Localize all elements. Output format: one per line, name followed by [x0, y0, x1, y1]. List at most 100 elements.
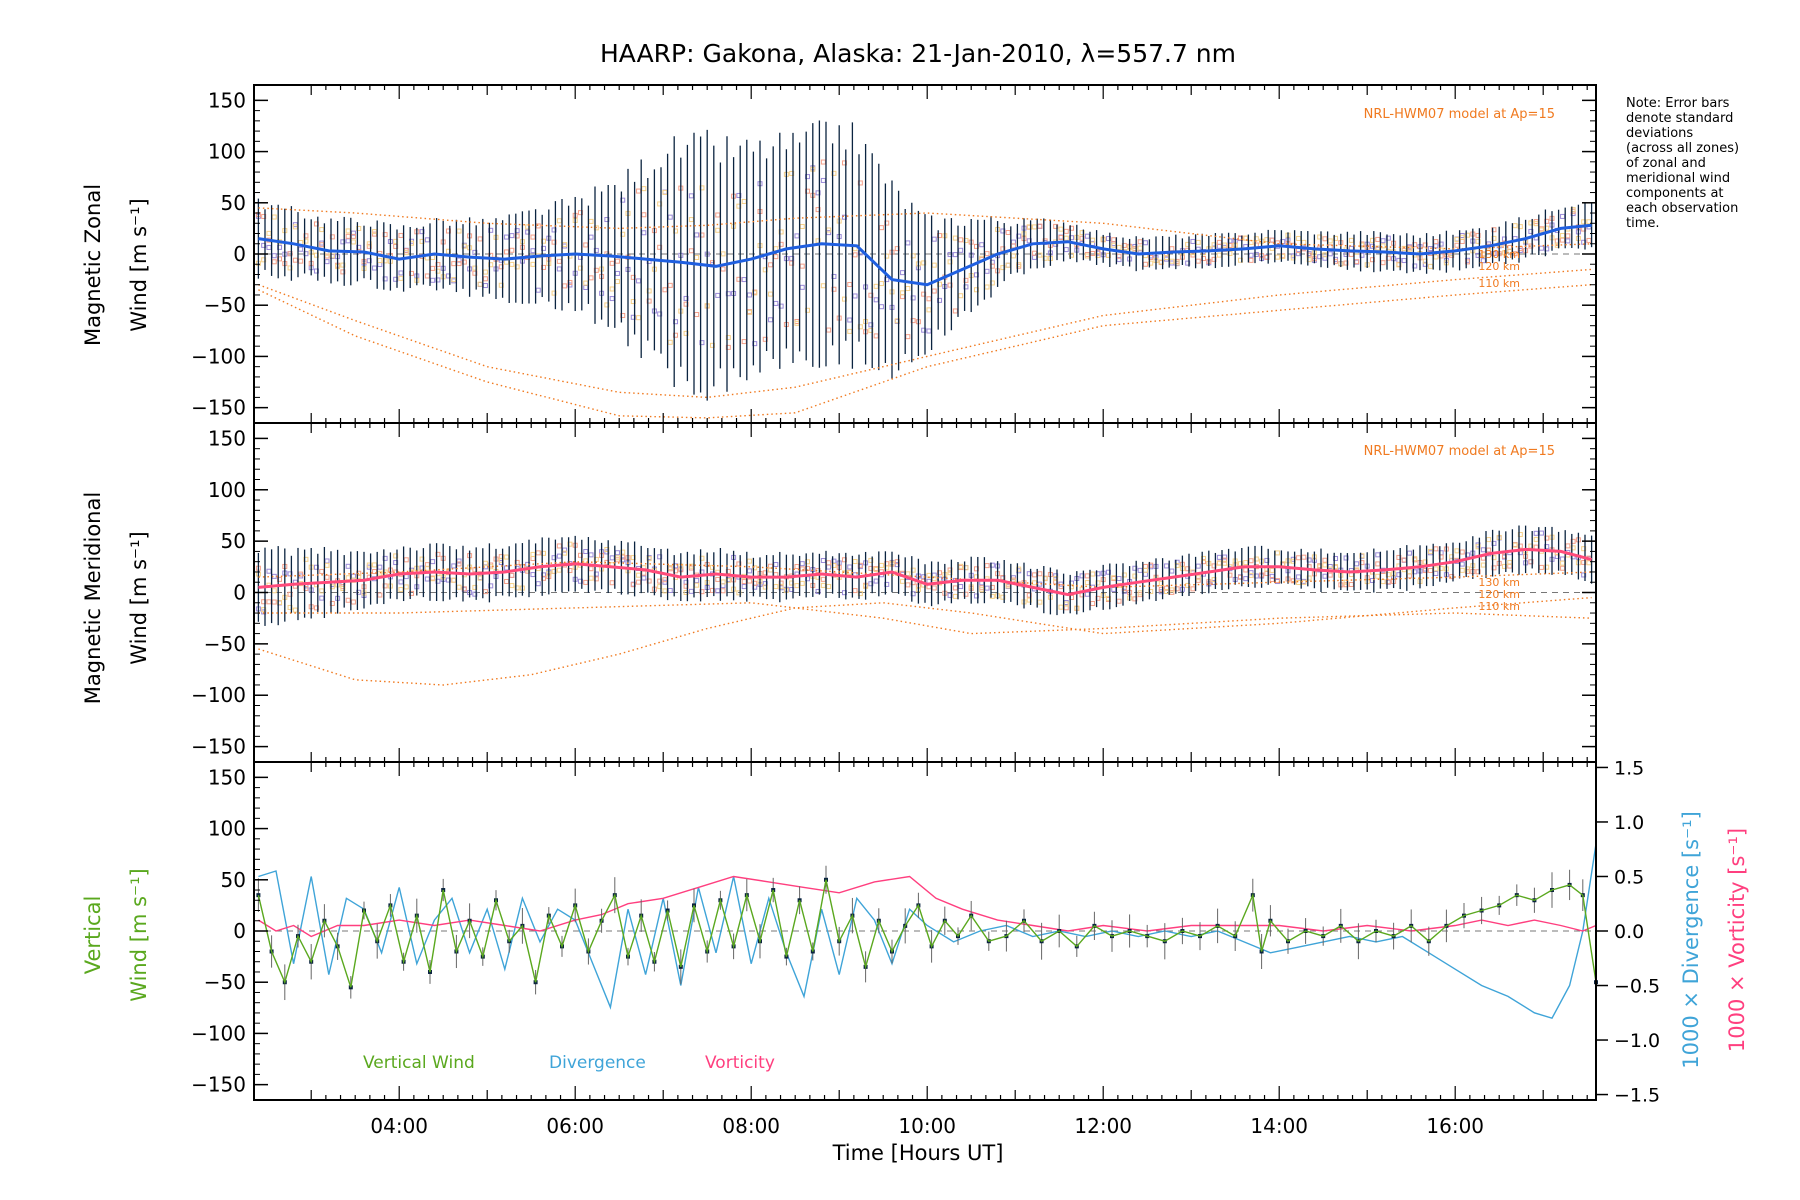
zone-point [1343, 555, 1349, 561]
zone-point [973, 243, 979, 249]
zone-point [1438, 554, 1444, 560]
zone-point [530, 248, 536, 254]
zone-point [636, 579, 642, 585]
zone-point [498, 264, 504, 270]
zone-point [1348, 581, 1354, 587]
zone-point [762, 267, 768, 273]
zone-point [894, 559, 900, 565]
zone-point [715, 212, 721, 218]
zone-point [1486, 537, 1492, 543]
zone-point [1121, 572, 1127, 578]
zone-point [1306, 557, 1312, 563]
zone-point [1137, 567, 1143, 573]
zone-point [435, 262, 441, 268]
zone-point [1348, 251, 1354, 257]
zone-point [1433, 239, 1439, 245]
zone-point [688, 248, 694, 254]
zone-point [884, 581, 890, 587]
zone-point [636, 572, 642, 578]
zone-point [963, 238, 969, 244]
zone-point [1201, 559, 1207, 565]
y-tick-label: 50 [221, 529, 246, 553]
zone-point [789, 260, 795, 266]
zone-point [641, 570, 647, 576]
zone-point [588, 275, 594, 281]
zone-point [768, 262, 774, 268]
zone-point [657, 201, 663, 207]
zone-point [1248, 257, 1254, 263]
zone-point [688, 588, 694, 594]
zone-point [1269, 567, 1275, 573]
zone-point [984, 585, 990, 591]
zone-point [1501, 563, 1507, 569]
zone-point [1201, 256, 1207, 262]
zone-point [667, 566, 673, 572]
zone-point [1069, 225, 1075, 231]
zone-point [1554, 242, 1560, 248]
zone-point [673, 563, 679, 569]
zone-point [820, 576, 826, 582]
meridional-ylabel-2: Wind [m s⁻¹] [127, 531, 151, 664]
zone-point [1533, 536, 1539, 542]
zone-point [609, 260, 615, 266]
zone-point [1369, 577, 1375, 583]
x-axis-label: Time [Hours UT] [832, 1141, 1004, 1165]
vorticity-line [258, 875, 1597, 938]
zone-point [1095, 571, 1101, 577]
zone-point [673, 568, 679, 574]
zone-point [868, 565, 874, 571]
zone-point [778, 583, 784, 589]
zone-point [667, 587, 673, 593]
zone-point [873, 333, 879, 339]
zone-point [1459, 238, 1465, 244]
zone-point [773, 584, 779, 590]
zone-point [1026, 597, 1032, 603]
zone-point [472, 591, 478, 597]
zone-point [958, 237, 964, 243]
zone-point [926, 328, 932, 334]
zone-point [931, 236, 937, 242]
zone-point [482, 269, 488, 275]
zone-point [1401, 258, 1407, 264]
zone-point [1185, 566, 1191, 572]
zone-point [609, 296, 615, 302]
zone-point [657, 554, 663, 560]
zone-point [583, 280, 589, 286]
zone-point [1570, 538, 1576, 544]
zone-point [567, 541, 573, 547]
zone-point [287, 604, 293, 610]
meridional-wind-panel: −150 −100 −50 0 50 100 150 [191, 422, 1597, 763]
zone-point [266, 599, 272, 605]
zone-point [445, 248, 451, 254]
zone-point [377, 258, 383, 264]
y2-tick-label: 1.5 [1614, 757, 1644, 779]
y-tick-label: 0 [233, 581, 246, 605]
zone-point [551, 568, 557, 574]
zone-point [884, 277, 890, 283]
zone-point [1185, 260, 1191, 266]
zone-point [461, 259, 467, 265]
zone-point [398, 579, 404, 585]
zone-point [831, 562, 837, 568]
y-tick-label: −50 [204, 970, 246, 994]
zone-point [963, 565, 969, 571]
y-tick-label: 100 [208, 478, 246, 502]
zone-point [937, 297, 943, 303]
zone-point [514, 233, 520, 239]
zone-point [1454, 242, 1460, 248]
zone-point [1517, 224, 1523, 230]
zone-point [525, 561, 531, 567]
zone-point [1433, 243, 1439, 249]
zone-point [826, 564, 832, 570]
vertical-ylabel-1: Vertical [81, 896, 105, 975]
zone-point [509, 247, 515, 253]
zone-point [588, 566, 594, 572]
zone-point [773, 300, 779, 306]
zone-point [424, 273, 430, 279]
zone-point [857, 180, 863, 186]
zone-point [1501, 250, 1507, 256]
zone-point [1581, 559, 1587, 565]
zone-point [1306, 575, 1312, 581]
zonal-ylabel-2: Wind [m s⁻¹] [127, 198, 151, 331]
zone-point [1190, 586, 1196, 592]
